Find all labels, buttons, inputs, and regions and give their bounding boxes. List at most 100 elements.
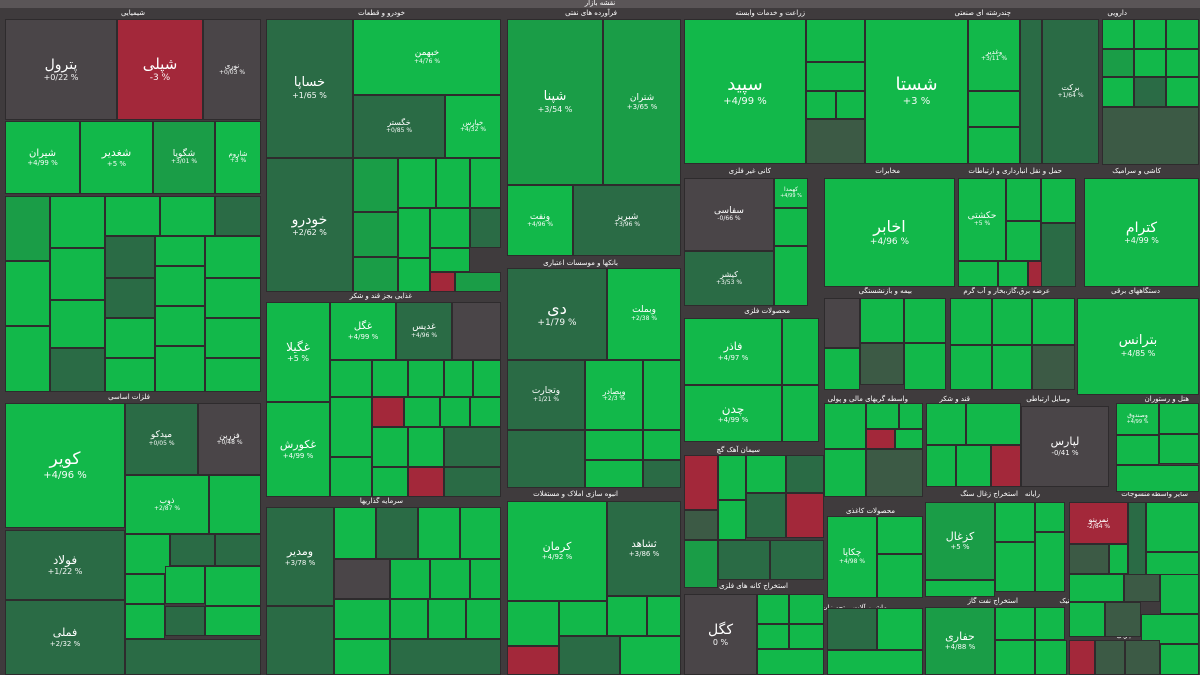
- symbol-tile[interactable]: شاروم +3 %: [215, 121, 261, 194]
- symbol-tile-small[interactable]: [559, 601, 607, 636]
- symbol-tile-small[interactable]: [1069, 574, 1124, 602]
- symbol-tile-small[interactable]: [782, 385, 819, 442]
- symbol-tile-small[interactable]: [718, 540, 770, 580]
- symbol-tile-small[interactable]: [105, 318, 155, 358]
- symbol-tile[interactable]: پترول +0/22 %: [5, 19, 117, 120]
- symbol-tile-small[interactable]: [372, 360, 408, 397]
- symbol-tile-small[interactable]: [925, 580, 995, 597]
- symbol-tile[interactable]: چدن +4/99 %: [684, 385, 782, 442]
- symbol-tile[interactable]: خساپا +1/65 %: [266, 19, 353, 158]
- symbol-tile-small[interactable]: [205, 236, 261, 278]
- symbol-tile-small[interactable]: [718, 455, 746, 500]
- symbol-tile[interactable]: خبهمن +4/76 %: [353, 19, 501, 95]
- symbol-tile-small[interactable]: [334, 639, 390, 675]
- symbol-tile-small[interactable]: [372, 427, 408, 467]
- symbol-tile-small[interactable]: [1116, 465, 1199, 492]
- symbol-tile-small[interactable]: [430, 248, 470, 272]
- symbol-tile-small[interactable]: [50, 196, 105, 248]
- symbol-tile-small[interactable]: [774, 246, 808, 306]
- symbol-tile[interactable]: کگل 0 %: [684, 594, 757, 675]
- symbol-tile-small[interactable]: [376, 507, 418, 559]
- symbol-tile-small[interactable]: [1166, 19, 1199, 49]
- symbol-tile[interactable]: چکاپا +4/98 %: [827, 516, 877, 598]
- symbol-tile-small[interactable]: [125, 574, 165, 604]
- symbol-tile-small[interactable]: [430, 208, 470, 248]
- symbol-tile-small[interactable]: [470, 208, 501, 248]
- symbol-tile-small[interactable]: [643, 360, 681, 430]
- symbol-tile-small[interactable]: [992, 298, 1032, 345]
- symbol-tile[interactable]: سپید +4/99 %: [684, 19, 806, 164]
- symbol-tile-small[interactable]: [1102, 107, 1199, 165]
- symbol-tile-small[interactable]: [757, 594, 789, 624]
- symbol-tile-small[interactable]: [466, 599, 501, 639]
- symbol-tile-small[interactable]: [806, 119, 865, 164]
- symbol-tile[interactable]: میدکو +0/05 %: [125, 403, 198, 475]
- symbol-tile[interactable]: حفاری +4/88 %: [925, 607, 995, 675]
- symbol-tile-small[interactable]: [866, 403, 899, 429]
- symbol-tile-small[interactable]: [1159, 403, 1199, 434]
- symbol-tile-small[interactable]: [105, 196, 160, 236]
- symbol-tile-small[interactable]: [786, 493, 824, 538]
- symbol-tile[interactable]: شیران +4/99 %: [5, 121, 80, 194]
- symbol-tile-small[interactable]: [205, 566, 261, 606]
- symbol-tile-small[interactable]: [926, 445, 956, 487]
- symbol-tile[interactable]: نوری +0/03 %: [203, 19, 261, 120]
- symbol-tile-small[interactable]: [1006, 221, 1041, 261]
- symbol-tile-small[interactable]: [1035, 532, 1065, 592]
- symbol-tile-small[interactable]: [1166, 77, 1199, 107]
- symbol-tile-small[interactable]: [1141, 614, 1199, 644]
- symbol-tile-small[interactable]: [334, 599, 390, 639]
- symbol-tile-small[interactable]: [155, 236, 205, 266]
- symbol-tile-small[interactable]: [209, 475, 261, 534]
- symbol-tile[interactable]: شپنا +3/54 %: [507, 19, 603, 185]
- symbol-tile-small[interactable]: [1134, 77, 1166, 107]
- symbol-tile-small[interactable]: [1035, 502, 1065, 532]
- symbol-tile[interactable]: وغدیر +3/11 %: [968, 19, 1020, 91]
- symbol-tile-small[interactable]: [684, 510, 718, 540]
- symbol-tile-small[interactable]: [1146, 502, 1199, 552]
- symbol-tile-small[interactable]: [877, 554, 923, 598]
- symbol-tile-small[interactable]: [205, 358, 261, 392]
- symbol-tile-small[interactable]: [860, 298, 904, 343]
- symbol-tile-small[interactable]: [968, 91, 1020, 127]
- symbol-tile[interactable]: دی +1/79 %: [507, 268, 607, 360]
- symbol-tile-small[interactable]: [125, 639, 261, 675]
- symbol-tile-small[interactable]: [950, 345, 992, 390]
- symbol-tile[interactable]: بترانس +4/85 %: [1077, 298, 1199, 395]
- symbol-tile-small[interactable]: [789, 624, 824, 649]
- symbol-tile[interactable]: کویر +4/96 %: [5, 403, 125, 528]
- symbol-tile[interactable]: کترام +4/99 %: [1084, 178, 1199, 287]
- symbol-tile-small[interactable]: [684, 540, 718, 588]
- symbol-tile-small[interactable]: [430, 272, 455, 292]
- symbol-tile-small[interactable]: [50, 248, 105, 300]
- symbol-tile-small[interactable]: [746, 493, 786, 538]
- symbol-tile-small[interactable]: [507, 601, 559, 646]
- symbol-tile[interactable]: وصندوق +4/99 %: [1116, 403, 1159, 435]
- symbol-tile-small[interactable]: [334, 559, 390, 599]
- symbol-tile-small[interactable]: [995, 502, 1035, 542]
- symbol-tile-small[interactable]: [1159, 434, 1199, 464]
- symbol-tile-small[interactable]: [330, 457, 372, 497]
- symbol-tile-small[interactable]: [958, 261, 998, 287]
- symbol-tile-small[interactable]: [330, 397, 372, 457]
- symbol-tile-small[interactable]: [1041, 223, 1076, 287]
- symbol-tile-small[interactable]: [372, 467, 408, 497]
- symbol-tile-small[interactable]: [995, 607, 1035, 640]
- symbol-tile-small[interactable]: [372, 397, 404, 427]
- symbol-tile-small[interactable]: [782, 318, 819, 385]
- symbol-tile[interactable]: سفاسی -0/66 %: [684, 178, 774, 251]
- symbol-tile-small[interactable]: [991, 445, 1021, 487]
- symbol-tile[interactable]: ومدیر +3/78 %: [266, 507, 334, 606]
- symbol-tile-small[interactable]: [473, 360, 501, 397]
- symbol-tile[interactable]: شستا +3 %: [865, 19, 968, 164]
- symbol-tile-small[interactable]: [1116, 435, 1159, 465]
- symbol-tile-small[interactable]: [470, 559, 501, 599]
- symbol-tile-small[interactable]: [507, 646, 559, 675]
- symbol-tile-small[interactable]: [1166, 49, 1199, 77]
- symbol-tile-small[interactable]: [428, 599, 466, 639]
- symbol-tile-small[interactable]: [507, 430, 585, 488]
- symbol-tile-small[interactable]: [5, 261, 50, 326]
- symbol-tile[interactable]: اخابر +4/96 %: [824, 178, 955, 287]
- symbol-tile-small[interactable]: [398, 208, 430, 258]
- symbol-tile-small[interactable]: [5, 326, 50, 392]
